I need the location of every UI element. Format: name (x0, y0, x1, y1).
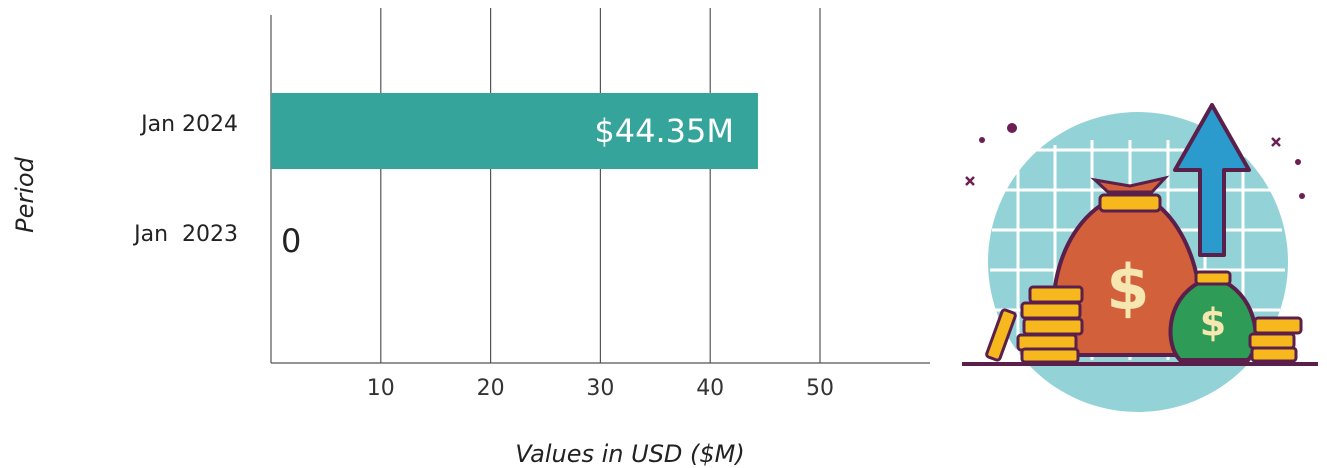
value-label: $44.35M (594, 112, 734, 150)
x-tick-label: 40 (696, 376, 724, 401)
svg-text:$: $ (1200, 301, 1226, 345)
x-tick-label: 20 (477, 376, 505, 401)
x-tick-label: 50 (806, 376, 834, 401)
x-tick-label: 30 (586, 376, 614, 401)
svg-text:$: $ (1106, 251, 1149, 324)
chart: Values in USD ($M) Period $ $ 1 (0, 0, 1327, 468)
y-tick-label: Jan 2023 (132, 222, 238, 247)
x-axis-title: Values in USD ($M) (515, 440, 745, 468)
illustration: $ $ (962, 105, 1318, 412)
x-tick-label: 10 (367, 376, 395, 401)
value-label: 0 (281, 222, 301, 260)
y-tick-label: Jan 2024 (139, 112, 238, 137)
y-axis-title: Period (11, 156, 39, 232)
